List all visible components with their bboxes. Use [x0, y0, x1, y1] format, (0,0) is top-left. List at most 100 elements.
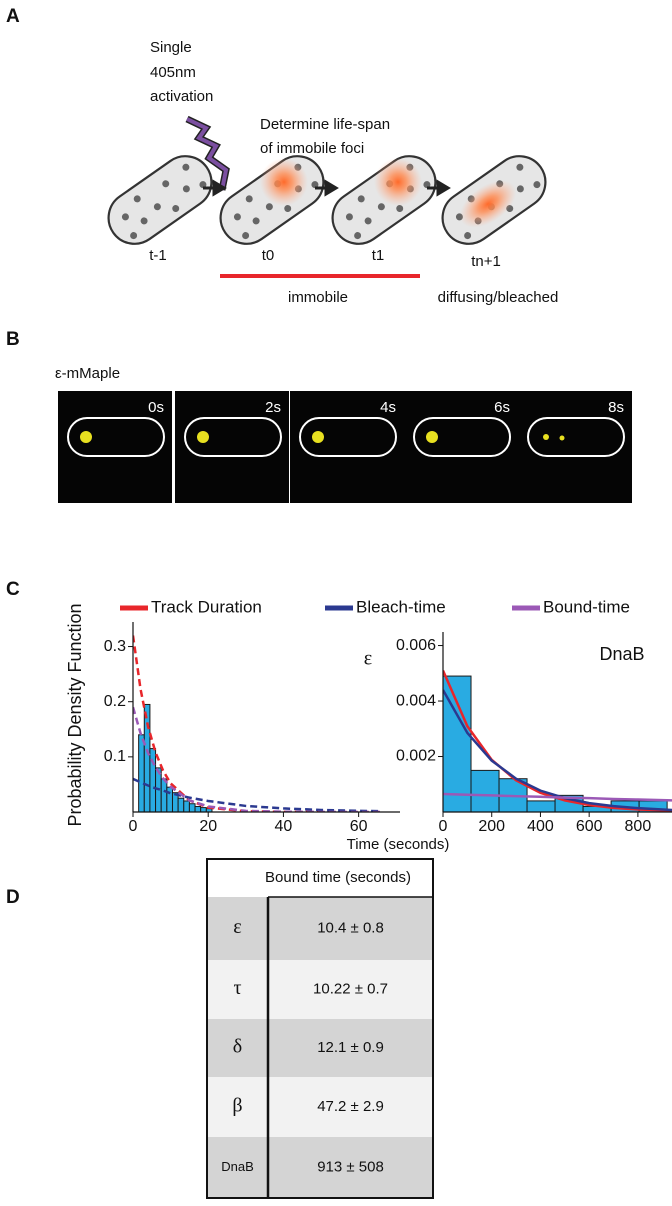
y-tick-label: 0.3 — [104, 638, 126, 655]
y-tick-label: 0.2 — [104, 693, 126, 710]
row-label: τ — [233, 977, 241, 999]
table-row — [207, 960, 433, 1019]
frame — [290, 391, 404, 503]
charts: Track Duration Bleach-time Bound-time 0.1 0.… — [65, 597, 672, 835]
arrows — [203, 179, 451, 197]
protein-label: ε-mMaple — [55, 365, 120, 382]
histogram-bar — [160, 778, 168, 813]
spot — [426, 431, 438, 443]
histogram-bar — [177, 797, 185, 813]
focus — [459, 180, 517, 228]
activation-text: 405nm — [150, 64, 196, 81]
histogram-bar — [470, 769, 500, 813]
x-tick-label: 800 — [625, 818, 652, 835]
x-tick-label: 20 — [199, 818, 217, 835]
step-text: of immobile foci — [260, 140, 364, 157]
focus — [260, 158, 308, 206]
x-tick-label: 60 — [350, 818, 368, 835]
histogram-bar — [143, 703, 151, 813]
histogram-bar — [194, 805, 202, 813]
timepoint: tn+1 — [471, 253, 501, 270]
row-value: 10.22 ± 0.7 — [313, 980, 388, 997]
row-value: 12.1 ± 0.9 — [317, 1039, 384, 1056]
x-axis-label: Time (seconds) — [347, 836, 450, 853]
table: ε 10.4 ± 0.8 τ 10.22 ± 0.7 δ 12.1 ± 0.9 β 47.2 … — [206, 858, 434, 1199]
frame — [175, 391, 289, 503]
activation-text: activation — [150, 88, 213, 105]
diagram: Single 405nm activation Determine life-s… — [97, 39, 559, 306]
spot — [80, 431, 92, 443]
table-row — [207, 1019, 433, 1077]
row-value: 10.4 ± 0.8 — [317, 919, 384, 936]
frames: 0s 2s 4s 6s 8s — [58, 391, 632, 503]
legend-label: Track Duration — [151, 597, 262, 616]
table-row — [207, 897, 433, 960]
x-tick-label: 40 — [275, 818, 293, 835]
chart-title: ε — [364, 648, 372, 670]
table-row — [207, 1137, 433, 1198]
histogram-bar — [183, 800, 190, 813]
timepoint: t-1 — [149, 247, 167, 264]
immobile-label: immobile — [288, 289, 348, 306]
x-tick-label: 200 — [478, 818, 505, 835]
y-tick-label: 0.004 — [396, 692, 436, 709]
panel-label: A — [6, 6, 20, 27]
panel-label: C — [6, 579, 20, 600]
x-tick-label: 600 — [576, 818, 603, 835]
spot — [543, 434, 549, 440]
spot — [559, 435, 565, 441]
x-tick-label: 400 — [527, 818, 554, 835]
frame-time: 6s — [494, 399, 510, 416]
diffusing-label: diffusing/bleached — [438, 289, 559, 306]
histogram-bar — [149, 748, 157, 813]
histogram-bar — [526, 800, 556, 813]
fit-curve — [443, 689, 672, 812]
row-value: 47.2 ± 2.9 — [317, 1098, 384, 1115]
fit-curve — [133, 777, 382, 812]
timepoint: t0 — [262, 247, 275, 264]
fit-curve — [443, 792, 672, 802]
table-border — [206, 858, 434, 1199]
row-value: 913 ± 508 — [317, 1158, 384, 1175]
row-label: ε — [233, 916, 241, 938]
table-header: Bound time (seconds) — [265, 869, 411, 886]
legend-label: Bleach-time — [356, 597, 446, 616]
frame — [404, 391, 518, 503]
spot — [312, 431, 324, 443]
cell-outline — [527, 417, 625, 457]
cell-outline — [184, 417, 282, 457]
row-label: DnaB — [221, 1159, 254, 1174]
histogram-bar — [200, 807, 207, 813]
y-axis-label: Probability Density Function — [65, 603, 85, 826]
spot — [197, 431, 209, 443]
frame-time: 2s — [265, 399, 281, 416]
step-text: Determine life-span — [260, 116, 390, 133]
x-tick-label: 0 — [129, 818, 138, 835]
frame-time: 8s — [608, 399, 624, 416]
fit-curve — [133, 635, 382, 812]
activation-text: Single — [150, 39, 192, 56]
y-tick-label: 0.006 — [396, 637, 436, 654]
chart-title: DnaB — [599, 644, 644, 664]
table-row — [207, 1077, 433, 1137]
cell-outline — [413, 417, 511, 457]
timepoint: t1 — [372, 247, 385, 264]
legend-label: Bound-time — [543, 597, 630, 616]
y-tick-label: 0.002 — [396, 748, 436, 765]
x-tick-label: 0 — [439, 818, 448, 835]
focus — [374, 158, 422, 206]
frame-time: 0s — [148, 399, 164, 416]
panel-label: D — [6, 887, 20, 908]
frame — [518, 391, 632, 503]
histogram-bar — [138, 734, 145, 813]
cell — [97, 144, 223, 256]
row-label: β — [232, 1095, 242, 1117]
histogram-bar — [188, 803, 196, 813]
laser-bolt — [186, 117, 229, 191]
cell-outline — [299, 417, 397, 457]
panel-label: B — [6, 329, 20, 350]
row-label: δ — [233, 1036, 242, 1058]
frame-time: 4s — [380, 399, 396, 416]
cell-outline — [67, 417, 165, 457]
